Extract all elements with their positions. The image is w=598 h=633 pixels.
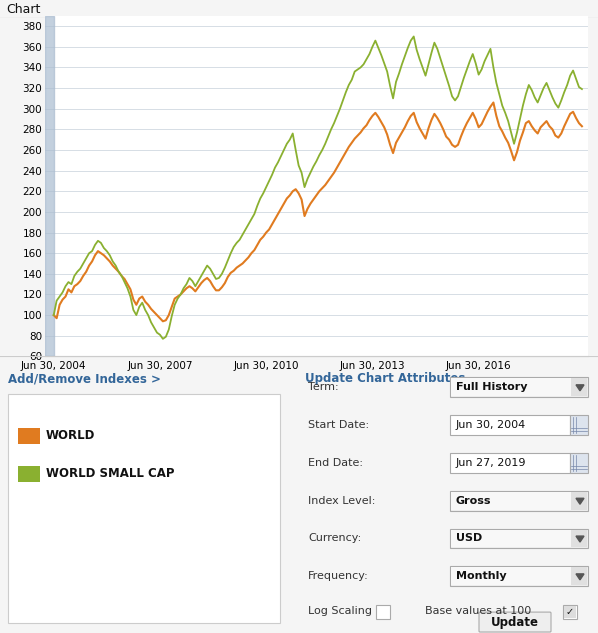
Bar bbox=[451, 379, 571, 396]
Text: Monthly: Monthly bbox=[456, 572, 507, 581]
Text: Jun 27, 2019: Jun 27, 2019 bbox=[456, 458, 526, 468]
Bar bbox=[451, 530, 571, 548]
Text: Currency:: Currency: bbox=[308, 534, 361, 544]
Bar bbox=[571, 492, 587, 510]
Text: Update: Update bbox=[491, 615, 539, 629]
Text: USD: USD bbox=[456, 534, 482, 544]
Polygon shape bbox=[576, 536, 584, 542]
Text: Chart: Chart bbox=[6, 3, 40, 16]
Text: Gross: Gross bbox=[456, 496, 492, 506]
Text: WORLD: WORLD bbox=[46, 429, 95, 442]
Text: Start Date:: Start Date: bbox=[308, 420, 369, 430]
Text: ✓: ✓ bbox=[566, 607, 574, 617]
Text: Index Level:: Index Level: bbox=[308, 496, 376, 506]
Text: End Date:: End Date: bbox=[308, 458, 363, 468]
Bar bbox=[563, 605, 577, 619]
Text: Log Scaling: Log Scaling bbox=[308, 606, 372, 616]
FancyBboxPatch shape bbox=[479, 612, 551, 632]
Polygon shape bbox=[576, 385, 584, 391]
Bar bbox=[571, 530, 587, 548]
Bar bbox=[571, 567, 587, 586]
Bar bbox=[564, 606, 576, 618]
Polygon shape bbox=[576, 498, 584, 505]
Text: Add/Remove Indexes >: Add/Remove Indexes > bbox=[8, 372, 161, 385]
Bar bbox=[450, 529, 588, 548]
Bar bbox=[571, 379, 587, 396]
Bar bbox=[570, 415, 588, 435]
Bar bbox=[45, 16, 54, 356]
Text: Jun 30, 2004: Jun 30, 2004 bbox=[456, 420, 526, 430]
Bar bbox=[451, 492, 571, 510]
Text: Base values at 100: Base values at 100 bbox=[425, 606, 531, 616]
Text: WORLD SMALL CAP: WORLD SMALL CAP bbox=[46, 467, 175, 480]
Bar bbox=[450, 453, 570, 473]
Bar bbox=[18, 428, 40, 444]
Text: Frequency:: Frequency: bbox=[308, 572, 369, 581]
Text: Full History: Full History bbox=[456, 382, 527, 392]
Bar bbox=[450, 415, 570, 435]
Bar bbox=[570, 453, 588, 473]
Bar bbox=[450, 491, 588, 511]
Bar bbox=[8, 394, 280, 623]
Polygon shape bbox=[576, 574, 584, 580]
Bar bbox=[450, 377, 588, 397]
Bar bbox=[376, 605, 390, 619]
Bar bbox=[18, 466, 40, 482]
Bar bbox=[450, 567, 588, 586]
Text: Update Chart Attributes...: Update Chart Attributes... bbox=[305, 372, 479, 385]
Bar bbox=[451, 567, 571, 586]
Text: Term:: Term: bbox=[308, 382, 338, 392]
